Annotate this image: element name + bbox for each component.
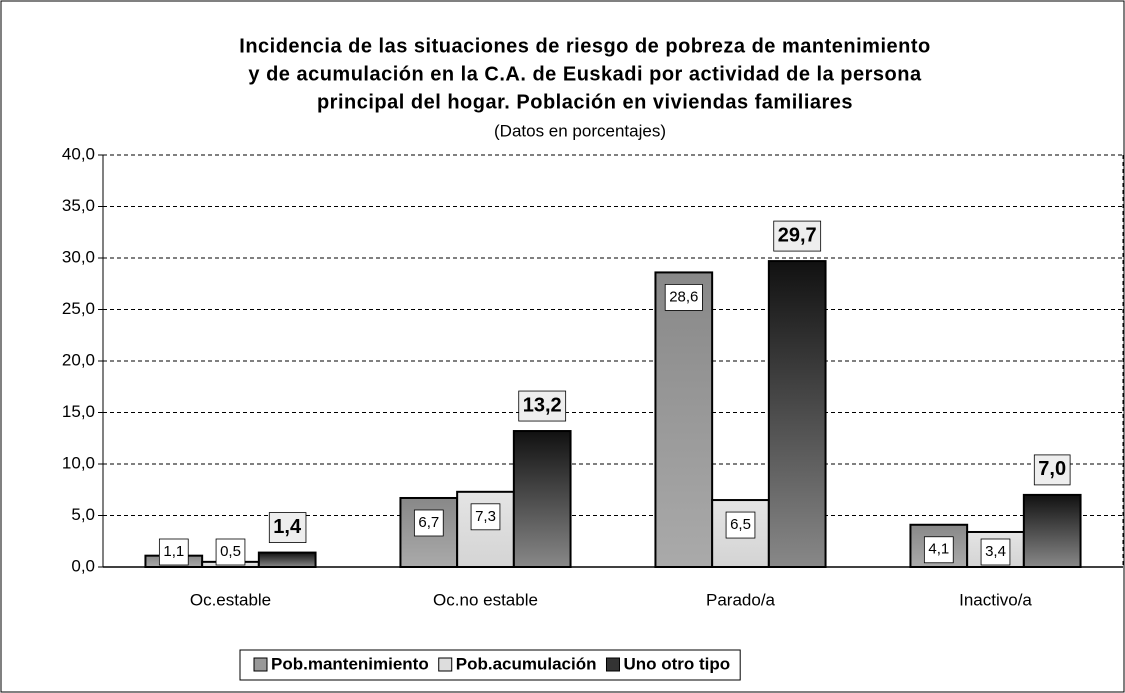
value-label: 7,0 (1038, 458, 1066, 480)
value-label: 29,7 (778, 224, 817, 246)
legend-swatch (253, 657, 268, 672)
bar (767, 260, 827, 568)
value-label-box (470, 503, 501, 531)
value-label-box (413, 509, 444, 537)
y-tick-label: 30,0 (62, 247, 95, 266)
chart-subtitle: (Datos en porcentajes) (494, 121, 666, 140)
chart-title: Incidencia de las situaciones de riesgo … (239, 35, 930, 57)
value-label: 6,7 (418, 514, 439, 531)
y-tick-label: 40,0 (62, 144, 95, 163)
value-label: 1,1 (163, 543, 184, 560)
value-label-box (215, 538, 246, 566)
value-label-box (158, 538, 189, 566)
bar (512, 430, 572, 569)
value-label: 28,6 (669, 288, 698, 305)
value-label-box (923, 536, 954, 564)
x-tick-label: Parado/a (706, 590, 776, 609)
legend-swatch (438, 657, 453, 672)
chart-title: principal del hogar. Población en vivien… (317, 91, 853, 113)
bar (257, 551, 317, 569)
value-label-box (518, 390, 567, 422)
bar (1022, 493, 1082, 568)
y-tick-label: 20,0 (62, 350, 95, 369)
value-label-box (725, 511, 756, 539)
value-label-box (268, 512, 307, 543)
bar (654, 271, 714, 568)
y-tick-label: 35,0 (62, 196, 95, 215)
value-label: 6,5 (730, 516, 751, 533)
value-label: 3,4 (985, 543, 1006, 560)
value-label: 1,4 (273, 516, 302, 538)
legend-label: Pob.mantenimiento (271, 654, 429, 673)
y-tick-label: 10,0 (62, 453, 95, 472)
y-tick-label: 25,0 (62, 299, 95, 318)
value-label: 7,3 (475, 508, 496, 525)
legend-label: Uno otro tipo (623, 654, 730, 673)
value-label-box (773, 220, 822, 252)
value-label-box (980, 538, 1011, 566)
y-tick-label: 0,0 (71, 556, 95, 575)
chart-title: y de acumulación en la C.A. de Euskadi p… (248, 63, 922, 85)
x-tick-label: Inactivo/a (959, 590, 1032, 609)
legend-label: Pob.acumulación (456, 654, 597, 673)
legend-box (239, 649, 741, 681)
value-label: 4,1 (928, 541, 949, 558)
value-label-box (664, 284, 703, 311)
x-tick-label: Oc.no estable (433, 590, 538, 609)
y-tick-label: 15,0 (62, 402, 95, 421)
x-tick-label: Oc.estable (190, 590, 271, 609)
value-label-box (1033, 454, 1071, 486)
value-label: 0,5 (220, 543, 241, 560)
y-tick-label: 5,0 (71, 505, 95, 524)
legend-swatch (605, 657, 620, 672)
value-label: 13,2 (523, 394, 562, 416)
